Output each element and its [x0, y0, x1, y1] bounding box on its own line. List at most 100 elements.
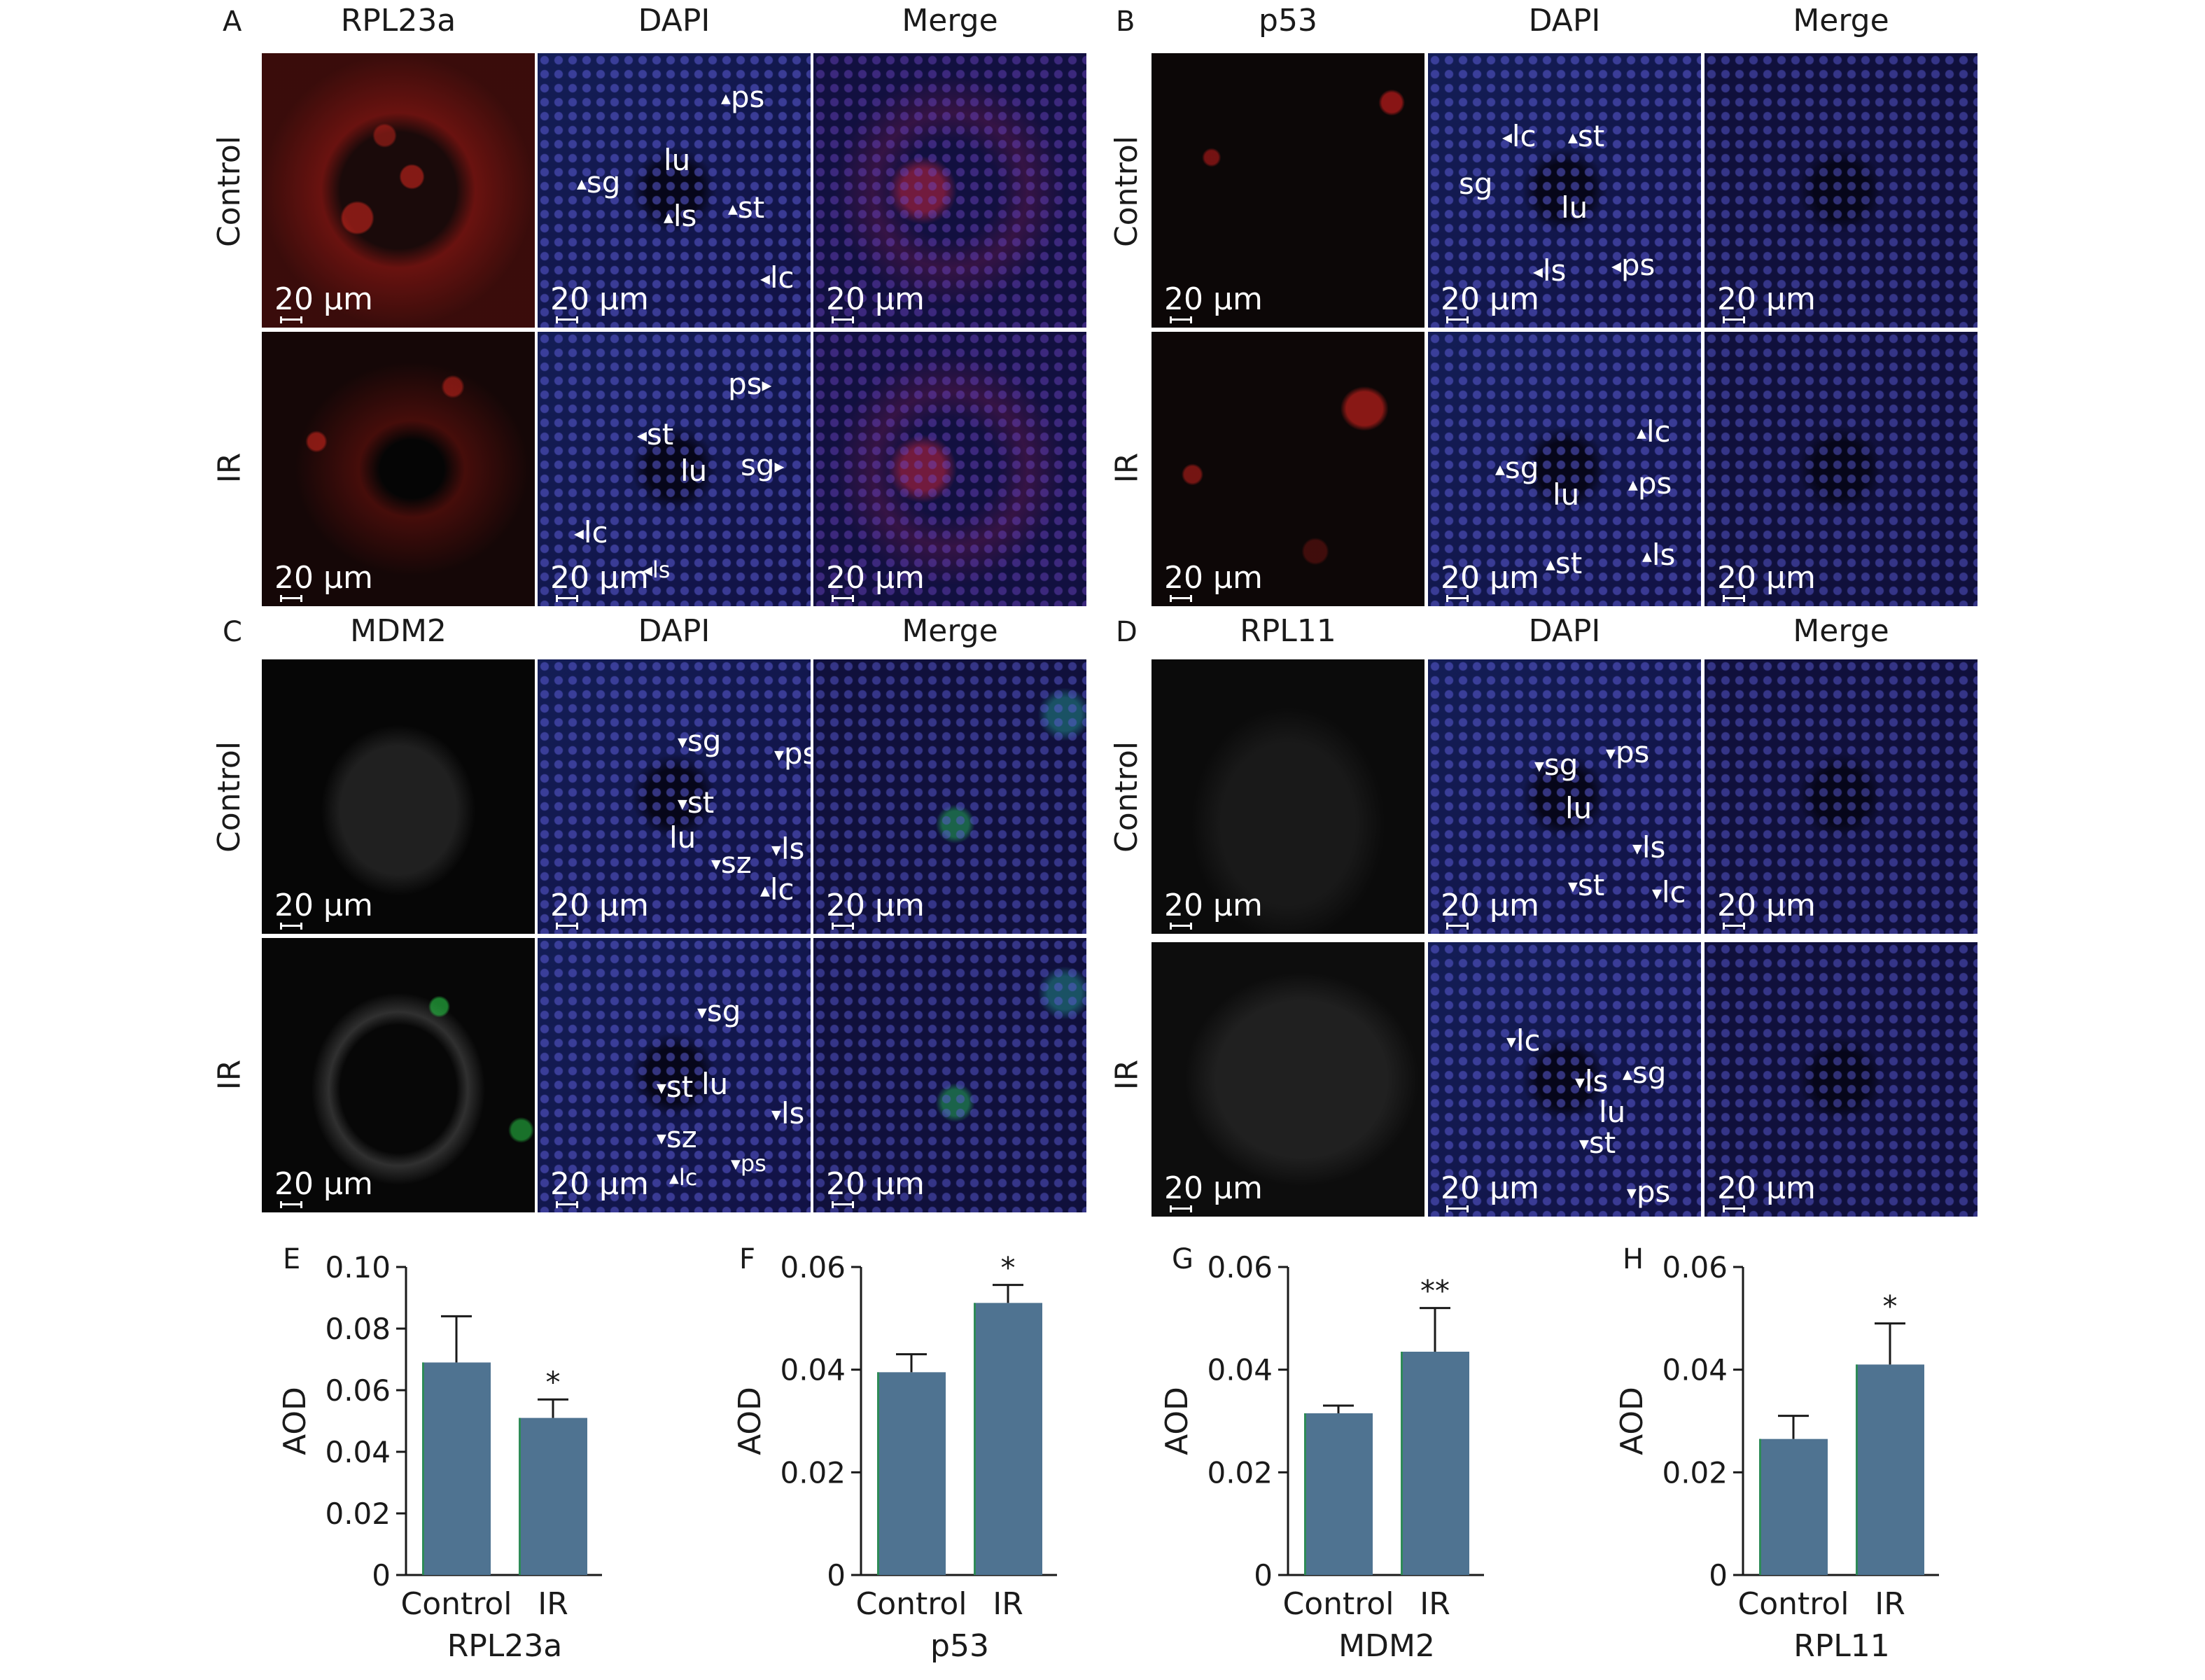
annotation-label: ▼ps	[774, 736, 811, 771]
scale-bar	[1170, 316, 1192, 323]
y-tick-label: 0.06	[780, 1250, 846, 1284]
significance-marker: **	[1420, 1274, 1450, 1308]
scale-label: 20 μm	[550, 281, 649, 317]
scale-label: 20 μm	[274, 560, 373, 596]
y-axis-label: AOD	[732, 1387, 768, 1455]
y-tick-label: 0.08	[325, 1312, 391, 1346]
significance-marker: *	[1883, 1289, 1898, 1324]
micrograph-c-control-merge: 20 μm	[813, 659, 1086, 934]
annotation-label: ▼st	[678, 785, 715, 820]
scale-label: 20 μm	[1164, 1170, 1263, 1206]
annotation-label: ◀ls	[1533, 253, 1567, 288]
annotation-label: ▼st	[1579, 1126, 1616, 1160]
scale-bar	[1170, 923, 1192, 930]
col-title-b-3: Merge	[1793, 3, 1889, 38]
x-axis-label: RPL23a	[447, 1628, 563, 1664]
scale-bar	[1446, 595, 1469, 602]
annotation-label: ▲lc	[669, 1164, 698, 1191]
panel-letter-a: A	[223, 6, 242, 38]
bar	[422, 1362, 491, 1575]
scale-bar	[1723, 595, 1745, 602]
scale-bar	[832, 595, 854, 602]
annotation-label: ▼ls	[1575, 1064, 1609, 1098]
annotation-label: ▲st	[728, 190, 765, 225]
col-title-c-1: MDM2	[350, 613, 447, 649]
scale-label: 20 μm	[1164, 888, 1263, 923]
col-title-a-2: DAPI	[638, 3, 710, 38]
significance-marker: *	[1001, 1251, 1016, 1285]
y-tick-label: 0.04	[1662, 1353, 1728, 1387]
annotation-label: ▼lc	[1506, 1023, 1541, 1058]
annotation-label: ◀st	[637, 417, 674, 451]
annotation-label: ▲ls	[664, 199, 697, 233]
annotation-label: lu	[1561, 190, 1588, 225]
y-tick-label: 0.10	[325, 1250, 391, 1284]
micrograph-a-ir-rpl23a: 20 μm	[262, 332, 535, 606]
micrograph-a-ir-merge: 20 μm	[813, 332, 1086, 606]
col-title-a-3: Merge	[902, 3, 998, 38]
annotation-label: sg	[1459, 167, 1493, 201]
col-title-d-1: RPL11	[1240, 613, 1336, 649]
x-tick-label: IR	[538, 1586, 568, 1622]
scale-bar	[1170, 595, 1192, 602]
annotation-label: ps▶	[728, 367, 772, 401]
annotation-label: lu	[664, 143, 691, 177]
y-tick-label: 0.04	[325, 1435, 391, 1469]
annotation-label: ▼sg	[697, 994, 741, 1028]
panel-letter-d: D	[1116, 616, 1138, 648]
annotation-label: ▲sg	[1623, 1056, 1667, 1090]
annotation-label: ▼ls	[771, 1096, 805, 1130]
y-tick-label: 0.04	[780, 1353, 846, 1387]
annotation-label: ▲ls	[1642, 538, 1676, 572]
micrograph-c-control-dapi: ▼sg ▼ps ▼st lu ▼ls ▼sz ▲lc 20 μm	[538, 659, 811, 934]
annotation-label: ▲sg	[577, 165, 621, 200]
micrograph-b-control-dapi: ◀lc ▲st sg lu ◀ls ◀ps 20 μm	[1428, 53, 1701, 328]
annotation-label: ◀lc	[574, 515, 608, 550]
annotation-label: lu	[680, 454, 708, 488]
micrograph-b-control-p53: 20 μm	[1152, 53, 1424, 328]
col-title-b-2: DAPI	[1528, 3, 1601, 38]
x-tick-label: Control	[855, 1586, 967, 1622]
micrograph-d-control-merge: 20 μm	[1704, 659, 1977, 934]
scale-bar	[1446, 1205, 1469, 1212]
scale-bar	[280, 1201, 302, 1208]
y-tick-label: 0.04	[1207, 1353, 1273, 1387]
annotation-label: ▲ps	[1628, 466, 1672, 500]
scale-label: 20 μm	[1717, 560, 1816, 596]
annotation-label: lu	[1565, 791, 1592, 825]
panel-letter-f: F	[739, 1243, 756, 1275]
micrograph-a-control-merge: 20 μm	[813, 53, 1086, 328]
annotation-label: ▼sg	[1534, 748, 1578, 782]
annotation-label: ▲st	[1568, 119, 1605, 153]
scale-label: 20 μm	[550, 1166, 649, 1202]
bar	[1401, 1352, 1469, 1575]
x-tick-label: Control	[400, 1586, 512, 1622]
col-title-d-2: DAPI	[1528, 613, 1601, 649]
scale-label: 20 μm	[1717, 1170, 1816, 1206]
panel-letter-g: G	[1172, 1243, 1194, 1275]
scale-label: 20 μm	[826, 1166, 925, 1202]
micrograph-d-ir-dapi: ▼lc ▼ls ▲sg lu ▼st ▼ps 20 μm	[1428, 942, 1701, 1217]
y-tick-label: 0.06	[1207, 1250, 1273, 1284]
scale-label: 20 μm	[274, 888, 373, 923]
y-axis-label: AOD	[1614, 1387, 1650, 1455]
scale-bar	[1446, 316, 1469, 323]
annotation-label: ▼sz	[657, 1120, 697, 1154]
micrograph-c-ir-dapi: ▼sg ▼st lu ▼ls ▼sz ▼ps ▲lc 20 μm	[538, 938, 811, 1212]
annotation-label: lu	[669, 820, 696, 855]
scale-bar	[832, 316, 854, 323]
micrograph-a-control-rpl23a: 20 μm	[262, 53, 535, 328]
scale-label: 20 μm	[1164, 560, 1263, 596]
scale-bar	[832, 923, 854, 930]
scale-bar	[556, 595, 578, 602]
scale-bar	[280, 923, 302, 930]
scale-bar	[280, 595, 302, 602]
y-tick-label: 0	[1254, 1558, 1273, 1592]
bar-chart-h: 0 0.02 0.04 0.06 AOD Control * IR RPL11	[1614, 1250, 1939, 1664]
scale-label: 20 μm	[550, 888, 649, 923]
micrograph-c-ir-merge: 20 μm	[813, 938, 1086, 1212]
x-axis-label: p53	[930, 1628, 989, 1664]
micrograph-a-ir-dapi: ps▶ ◀st lu sg▶ ◀lc ◀ls 20 μm	[538, 332, 811, 606]
y-tick-label: 0.06	[325, 1373, 391, 1408]
annotation-label: ▲ps	[721, 80, 765, 114]
